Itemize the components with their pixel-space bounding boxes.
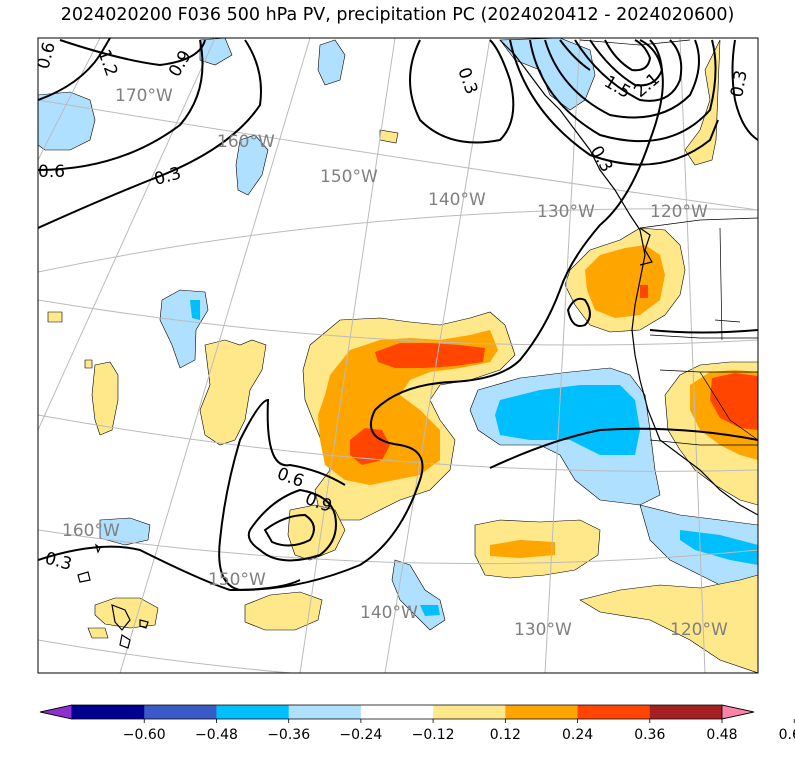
colorbar-tick-label: −0.48 — [195, 727, 238, 743]
colorbar-cell — [649, 705, 723, 719]
lon-label-150w-bottom: 150°W — [208, 570, 266, 590]
lon-label-130w-bottom: 130°W — [514, 620, 572, 640]
lon-label-160w-bottom: 160°W — [62, 521, 120, 541]
colorbar-tick-label: −0.36 — [267, 727, 310, 743]
lon-label-150w: 150°W — [320, 167, 378, 187]
lon-label-140w-bottom: 140°W — [360, 603, 418, 623]
colorbar-tick-label: 0.24 — [562, 727, 593, 743]
lon-label-140w: 140°W — [428, 190, 486, 210]
figure-title: 2024020200 F036 500 hPa PV, precipitatio… — [60, 5, 735, 25]
colorbar-tick-label: 0.48 — [706, 727, 737, 743]
lon-label-120w-bottom: 120°W — [670, 620, 728, 640]
colorbar-frame — [39, 704, 755, 720]
contour-label: 0.6 — [38, 162, 65, 182]
contour-label: 0.6 — [34, 40, 60, 71]
colorbar-cell — [144, 705, 217, 719]
colorbar-cell — [72, 705, 145, 719]
colorbar-cell — [577, 705, 651, 719]
pv-contours — [38, 38, 758, 592]
lon-label-170w: 170°W — [115, 86, 173, 106]
borders — [579, 39, 758, 446]
colorbar: −0.60 −0.48 −0.36 −0.24 −0.12 0.12 0.24 0.36 0.4… — [39, 704, 795, 743]
colorbar-cell — [288, 705, 362, 719]
colorbar-extend-high — [721, 704, 755, 720]
colorbar-cell — [360, 705, 434, 719]
map-frame — [37, 37, 759, 674]
colorbar-tick-label: −0.24 — [339, 727, 382, 743]
colorbar-cell — [216, 705, 290, 719]
colorbar-extend-low — [39, 704, 73, 720]
colorbar-tick-label: 0.12 — [490, 727, 521, 743]
colorbar-cell — [505, 705, 579, 719]
lon-label-130w: 130°W — [537, 202, 595, 222]
colorbar-tick-label: −0.60 — [123, 727, 166, 743]
map-area: 170°W 160°W 150°W 140°W 130°W 120°W 160°… — [34, 38, 758, 673]
colorbar-tick-label: −0.12 — [412, 727, 455, 743]
lon-label-160w: 160°W — [217, 132, 275, 152]
contour-label: 0.3 — [727, 69, 751, 99]
lon-label-120w: 120°W — [650, 202, 708, 222]
precip-positive-strong — [350, 285, 758, 465]
colorbar-tick-label: 0.60 — [779, 727, 795, 743]
colorbar-cell — [433, 705, 506, 719]
colorbar-tick-label: 0.36 — [634, 727, 665, 743]
graticule — [38, 38, 758, 673]
